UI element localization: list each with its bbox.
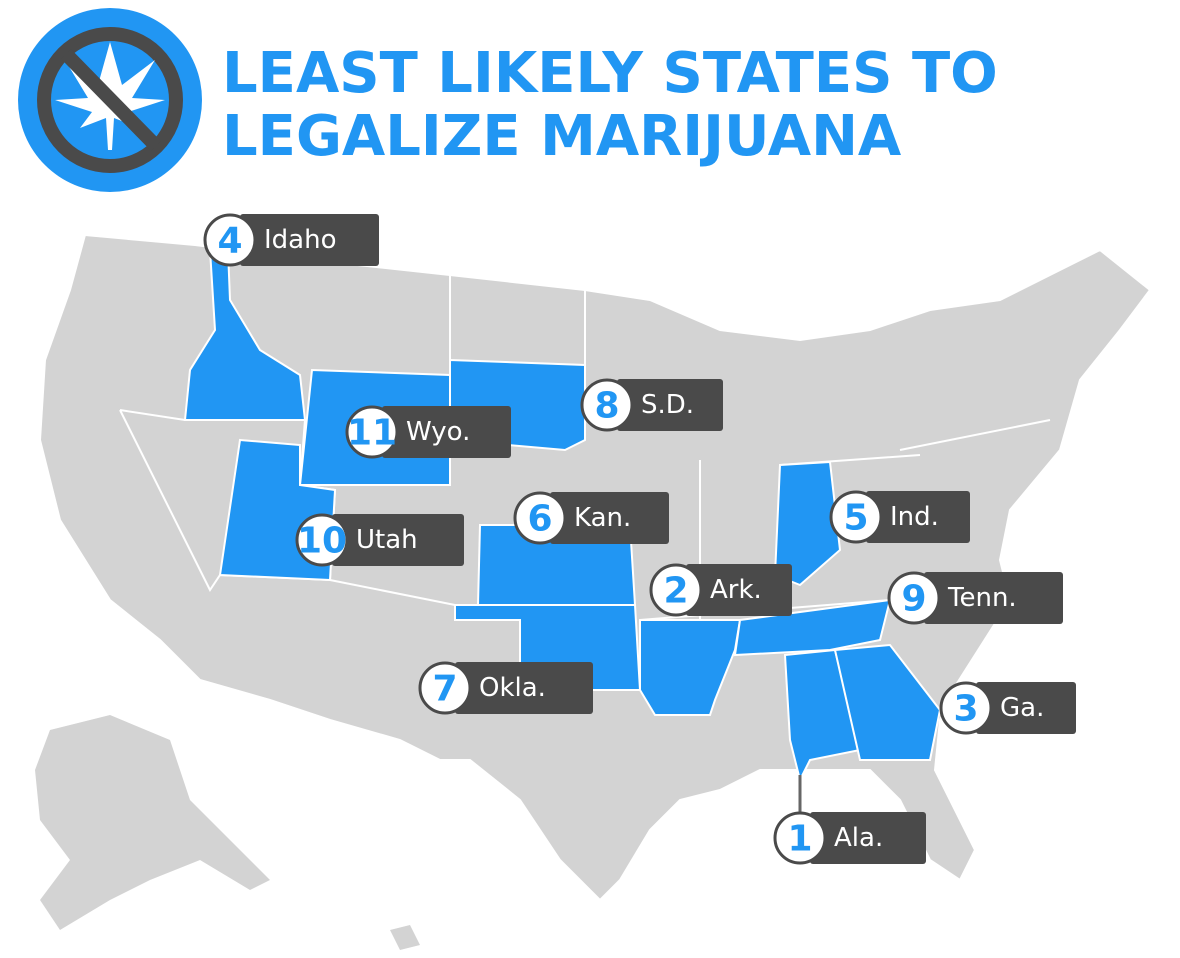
state-label: Ark. (710, 575, 762, 605)
rank-number: 4 (217, 221, 242, 262)
marker: 8 S.D. (580, 378, 723, 432)
marker: 11 Wyo. (345, 405, 511, 459)
rank-badge (513, 491, 567, 545)
rank-badge (649, 563, 703, 617)
rank-number: 5 (843, 498, 868, 539)
title-line: LEGALIZE MARIJUANA (222, 104, 902, 169)
rank-badge (295, 513, 349, 567)
state-label: Kan. (574, 503, 631, 533)
marker: 1 Ala. (773, 811, 926, 865)
marker: 2 Ark. (649, 563, 792, 617)
rank-badge (418, 661, 472, 715)
state-label: Idaho (264, 225, 337, 255)
state-label: Ala. (834, 823, 883, 853)
marker: 10 Utah (295, 513, 464, 567)
label-box (550, 492, 669, 544)
rank-number: 6 (527, 499, 552, 540)
marker: 6 Kan. (513, 491, 669, 545)
state-tennessee (733, 598, 892, 657)
label-box (686, 564, 792, 616)
state-indiana (773, 460, 842, 587)
state-label: Tenn. (947, 583, 1017, 613)
state-label: S.D. (641, 390, 694, 420)
state-label: Okla. (479, 673, 546, 703)
marker: 9 Tenn. (887, 571, 1063, 625)
label-box (382, 406, 511, 458)
rank-badge (939, 681, 993, 735)
rank-number: 8 (594, 386, 619, 427)
rank-number: 3 (953, 689, 978, 730)
rank-badge (887, 571, 941, 625)
rank-number: 9 (901, 579, 926, 620)
rank-badge (580, 378, 634, 432)
state-label: Ga. (1000, 693, 1044, 723)
state-label: Wyo. (406, 417, 470, 447)
label-box (455, 662, 593, 714)
rank-badge (773, 811, 827, 865)
label-box (810, 812, 926, 864)
label-box (240, 214, 379, 266)
label-box (976, 682, 1076, 734)
rank-badge (203, 213, 257, 267)
marker: 5 Ind. (829, 490, 970, 544)
label-box (617, 379, 723, 431)
rank-number: 2 (663, 571, 688, 612)
state-georgia (833, 643, 942, 761)
no-marijuana-icon (18, 8, 202, 192)
label-box (924, 572, 1063, 624)
rank-badge (829, 490, 883, 544)
marker: 4 Idaho (203, 213, 379, 267)
label-box (866, 491, 970, 543)
rank-number: 7 (432, 669, 457, 710)
state-idaho (183, 249, 307, 421)
state-label: Ind. (890, 502, 939, 532)
rank-number: 1 (787, 819, 812, 860)
label-box (332, 514, 464, 566)
rank-badge (345, 405, 399, 459)
rank-number: 11 (347, 413, 397, 454)
marker: 3 Ga. (939, 681, 1076, 735)
marker: 7 Okla. (418, 661, 593, 715)
state-label: Utah (356, 525, 418, 555)
markers: 4 Idaho 11 Wyo. 8 S.D. 6 Kan. 10 Utah 2 Ark. 5 Ind. 9 T… (203, 213, 1076, 865)
title-line: LEAST LIKELY STATES TO (222, 41, 998, 106)
rank-number: 10 (297, 521, 347, 562)
